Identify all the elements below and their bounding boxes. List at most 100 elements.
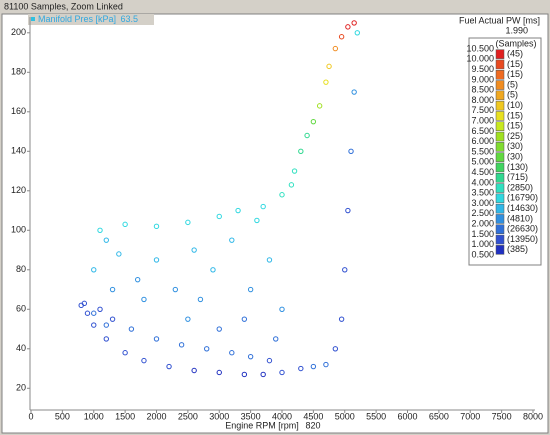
color-count-label: (10) — [507, 100, 523, 110]
scatter-point — [326, 63, 332, 70]
color-swatch — [495, 224, 505, 234]
scatter-point — [141, 296, 147, 303]
y-tick-label: 40 — [16, 343, 26, 353]
scatter-point — [351, 20, 357, 26]
y-cursor-value: 63.5 — [120, 14, 138, 24]
scatter-point — [323, 79, 329, 85]
color-bound-label: 7.500 — [471, 105, 494, 115]
x-tick-label: 5500 — [366, 411, 386, 421]
scatter-point — [191, 247, 197, 253]
color-count-label: (4810) — [507, 213, 533, 223]
y-tick-label: 160 — [11, 106, 26, 116]
color-swatch — [495, 193, 505, 204]
scatter-point — [279, 306, 285, 312]
x-axis-label: Engine RPM [rpm] — [225, 420, 299, 430]
scatter-point — [178, 342, 185, 348]
scatter-point — [153, 336, 160, 342]
color-legend — [468, 37, 542, 266]
scatter-point — [229, 350, 235, 356]
color-bound-label: 9.000 — [471, 74, 494, 84]
scatter-point — [141, 357, 147, 364]
x-tick-label: 4000 — [272, 411, 292, 421]
scatter-point — [128, 326, 135, 332]
color-count-label: (15) — [507, 59, 523, 69]
x-tick-label: 7000 — [460, 411, 480, 421]
x-tick-label: 6500 — [429, 411, 449, 421]
x-tick-label: 3500 — [241, 411, 261, 421]
y-tick-label: 80 — [16, 264, 26, 274]
y-axis-label: Manifold Pres [kPa] — [38, 14, 116, 24]
scatter-point — [103, 322, 110, 328]
color-swatch — [495, 245, 505, 255]
scatter-point — [122, 350, 128, 356]
color-swatch — [495, 214, 505, 224]
scatter-point — [298, 148, 304, 154]
scatter-point — [197, 296, 204, 303]
scatter-point — [260, 371, 266, 378]
scatter-point — [97, 306, 103, 312]
color-bound-label: 6.000 — [471, 136, 494, 146]
color-swatch — [495, 59, 505, 70]
scatter-point — [97, 227, 103, 233]
color-bound-label: 5.500 — [471, 146, 494, 156]
x-tick-label: 1500 — [115, 411, 135, 421]
scatter-point — [323, 361, 329, 368]
color-swatch — [495, 121, 505, 131]
color-count-label: (2850) — [507, 182, 533, 192]
scatter-point — [279, 369, 285, 376]
color-bound-label: 10.500 — [466, 43, 494, 53]
scatter-point — [103, 237, 110, 243]
scatter-point — [153, 223, 160, 230]
scatter-point — [191, 367, 197, 374]
x-tick-label: 3000 — [209, 411, 229, 421]
scatter-point — [332, 346, 339, 352]
z-axis-label: Fuel Actual PW [ms] — [459, 15, 540, 25]
y-tick-label: 180 — [11, 67, 26, 77]
color-count-label: (45) — [507, 49, 523, 59]
scatter-point — [103, 336, 110, 342]
scatter-point — [84, 310, 91, 316]
scatter-point — [345, 207, 351, 214]
color-count-label: (385) — [507, 244, 528, 254]
scatter-point — [216, 369, 222, 376]
scatter-point — [310, 118, 317, 125]
y-tick-label: 140 — [11, 146, 26, 156]
scatter-point — [241, 316, 248, 322]
color-count-label: (130) — [507, 162, 528, 172]
scatter-point — [332, 45, 339, 52]
scatter-point — [91, 310, 97, 316]
x-cursor-value: 820 — [305, 420, 320, 430]
scatter-point — [229, 237, 235, 243]
color-count-label: (5) — [507, 79, 518, 89]
scatter-point — [91, 267, 97, 273]
scatter-point — [210, 267, 216, 273]
y-tick-label: 120 — [11, 185, 26, 195]
color-bound-label: 1.500 — [471, 229, 494, 239]
color-swatch — [495, 90, 505, 101]
plot-panel — [1, 13, 549, 434]
x-tick-label: 1000 — [84, 411, 104, 421]
scatter-point — [291, 168, 298, 174]
color-bound-label: 3.500 — [471, 188, 494, 198]
color-bound-label: 2.000 — [471, 218, 494, 228]
color-count-label: (30) — [507, 152, 523, 162]
scatter-point — [260, 203, 266, 210]
scatter-point — [153, 257, 160, 263]
scatter-point — [266, 357, 273, 364]
color-count-label: (26630) — [507, 224, 538, 234]
color-count-label: (14630) — [507, 203, 538, 213]
color-count-label: (30) — [507, 141, 523, 151]
color-swatch — [495, 183, 505, 193]
color-swatch — [495, 49, 505, 59]
cursor-box — [28, 14, 154, 25]
color-count-label: (16790) — [507, 193, 538, 203]
scatter-point — [304, 132, 310, 139]
x-tick-label: 7500 — [492, 411, 512, 421]
color-bound-label: 7.000 — [471, 115, 494, 125]
scatter-point — [216, 213, 222, 220]
x-tick-label: 500 — [55, 411, 70, 421]
color-bound-label: 5.000 — [471, 157, 494, 167]
scatter-point — [78, 302, 84, 309]
scatter-point — [345, 24, 351, 30]
